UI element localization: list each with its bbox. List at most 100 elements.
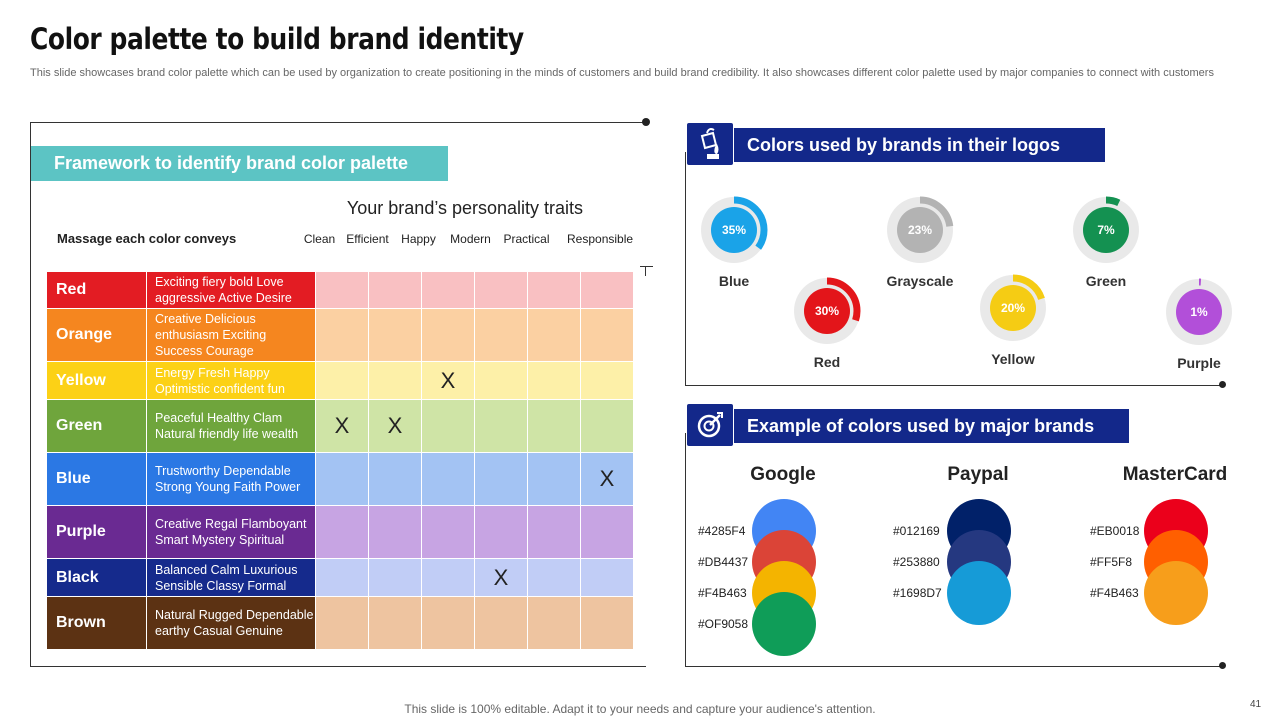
color-description: Energy Fresh Happy Optimistic confident … [146,361,316,400]
donut-value: 35% [722,223,746,237]
brand-color-swatch [1144,561,1208,625]
donut-center [897,207,943,253]
color-row: Blue Trustworthy Dependable Strong Young … [46,452,634,506]
color-description: Creative Delicious enthusiasm Exciting S… [146,308,316,362]
color-row: Purple Creative Regal Flamboyant Smart My… [46,505,634,559]
color-description: Trustworthy Dependable Strong Young Fait… [146,452,316,506]
trait-cell [527,505,581,559]
trait-header: Responsible [567,232,634,246]
trait-cell [580,361,634,400]
trait-header: Happy [401,232,436,246]
color-description: Natural Rugged Dependable earthy Casual … [146,596,316,650]
brand-name: MasterCard [1122,464,1228,485]
trait-cell [421,399,475,453]
trait-cell [315,558,369,597]
donut-label: Yellow [991,351,1035,367]
logo-color-donut: 30% [793,277,861,345]
trait-cell [474,308,528,362]
trait-cell [368,596,422,650]
logos-panel-title: Colors used by brands in their logos [734,128,1105,162]
color-row: Red Exciting fiery bold Love aggressive A… [46,271,634,309]
trait-cell [527,596,581,650]
paint-bucket-icon [687,123,733,165]
trait-cell [421,452,475,506]
trait-cell [315,308,369,362]
trait-cell: X [580,452,634,506]
trait-cell [368,308,422,362]
framework-header: Framework to identify brand color palett… [31,146,448,181]
trait-cell [580,558,634,597]
logo-color-donut: 35% [700,196,768,264]
logo-color-donut: 1% [1165,278,1233,346]
trait-cell [527,452,581,506]
brands-panel-title: Example of colors used by major brands [734,409,1129,443]
color-row: Orange Creative Delicious enthusiasm Exci… [46,308,634,362]
donut-center [711,207,757,253]
trait-cell [527,361,581,400]
donut-center [990,285,1036,331]
grid-divider-tick [645,266,646,276]
trait-cell [368,361,422,400]
donut-arc [793,277,861,345]
trait-cell [421,558,475,597]
color-name: Green [46,399,147,453]
trait-cell [580,505,634,559]
logo-color-donut: 23% [886,196,954,264]
trait-cell [474,271,528,309]
grid-divider [640,266,653,267]
trait-cell [474,361,528,400]
color-name: Red [46,271,147,309]
logo-color-donut: 7% [1072,196,1140,264]
color-name: Brown [46,596,147,650]
trait-cell [368,271,422,309]
brand-color-hex: #1698D7 [893,586,942,600]
panel-corner-dot [642,118,650,126]
logos-panel-dot [1219,381,1226,388]
brand-color-hex: #F4B463 [698,586,747,600]
color-row: Yellow Energy Fresh Happy Optimistic conf… [46,361,634,400]
color-name: Black [46,558,147,597]
brand-color-hex: #4285F4 [698,524,746,538]
brand-name: Google [750,464,816,485]
brand-color-swatch [752,592,816,656]
logo-color-donut: 20% [979,274,1047,342]
donut-center [1083,207,1129,253]
brand-color-swatch [947,561,1011,625]
traits-title: Your brand’s personality traits [346,198,584,218]
trait-cell [421,271,475,309]
trait-cell [527,558,581,597]
massage-label: Massage each color conveys [57,231,237,246]
trait-cell [315,505,369,559]
trait-cell [580,308,634,362]
color-name: Orange [46,308,147,362]
trait-cell [474,505,528,559]
brand-color-hex: #253880 [893,555,940,569]
page-title: Color palette to build brand identity [30,22,524,56]
trait-cell [315,361,369,400]
donut-value: 20% [1001,301,1025,315]
footer-note: This slide is 100% editable. Adapt it to… [404,702,876,716]
donut-value: 7% [1097,223,1115,237]
trait-cell [580,399,634,453]
trait-header: Clean [303,232,336,246]
brand-color-hex: #DB4437 [698,555,749,569]
trait-cell [580,596,634,650]
color-description: Peaceful Healthy Clam Natural friendly l… [146,399,316,453]
trait-cell: X [421,361,475,400]
trait-cell [368,452,422,506]
donut-center [1176,289,1222,335]
logos-panel [685,152,1224,386]
donut-label: Green [1085,273,1127,289]
color-traits-grid: Red Exciting fiery bold Love aggressive A… [46,271,634,650]
trait-cell [368,505,422,559]
brand-color-hex: #OF9058 [698,617,749,631]
panel-top-line [30,122,646,123]
trait-header: Practical [503,232,550,246]
trait-cell: X [368,399,422,453]
donut-label: Purple [1177,355,1221,371]
color-row: Green Peaceful Healthy Clam Natural frien… [46,399,634,453]
color-description: Balanced Calm Luxurious Sensible Classy … [146,558,316,597]
color-name: Purple [46,505,147,559]
brand-color-hex: #012169 [893,524,940,538]
donut-arc [1072,196,1140,264]
